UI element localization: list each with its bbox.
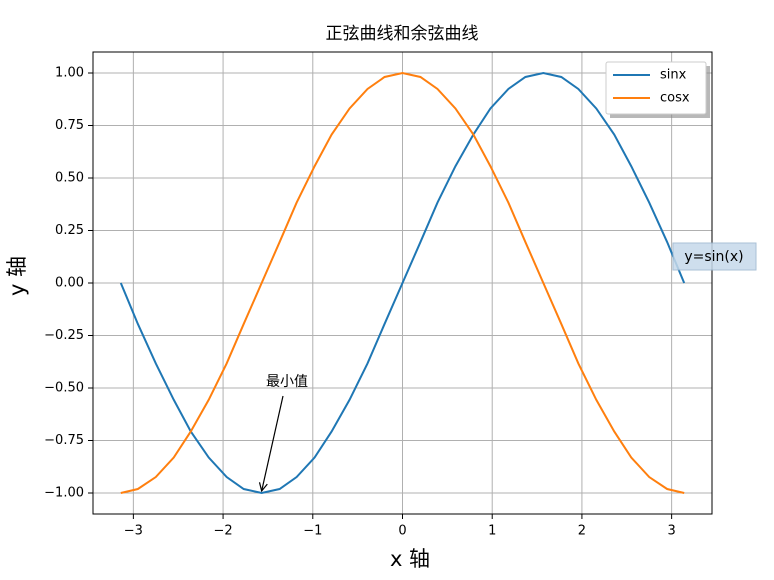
line-series (120, 71, 685, 494)
x-tick-label: 0 (398, 524, 406, 539)
y-axis-label: y 轴 (5, 256, 29, 296)
y-tick-label: 0.50 (55, 171, 84, 186)
y-tick-label: −0.50 (44, 381, 84, 396)
y-tick-label: −0.25 (44, 328, 84, 343)
legend-label: sinx (660, 68, 687, 83)
y-tick-label: 0.00 (55, 276, 84, 291)
annotation: 最小值 (266, 374, 308, 390)
annotation-box (672, 242, 757, 271)
chart-title: 正弦曲线和余弦曲线 (326, 24, 479, 44)
annotation-arrow (262, 395, 284, 491)
y-tick-label: 1.00 (55, 66, 84, 81)
x-tick-label: 1 (488, 524, 496, 539)
legend-box (605, 61, 707, 115)
y-tick-label: −1.00 (44, 486, 84, 501)
annotation: y=sin(x) (684, 249, 743, 265)
y-tick-label: 0.75 (55, 118, 84, 133)
line-series (119, 71, 686, 495)
x-tick-label: 2 (578, 524, 586, 539)
x-tick-label: −2 (213, 524, 232, 539)
x-tick-label: −1 (303, 524, 322, 539)
y-tick-label: −0.75 (44, 433, 84, 448)
x-axis-label: x 轴 (390, 547, 430, 571)
legend-label: cosx (660, 91, 690, 106)
x-tick-label: −3 (124, 524, 143, 539)
plot-frame (92, 51, 713, 515)
x-tick-label: 3 (667, 524, 675, 539)
y-tick-label: 0.25 (55, 223, 84, 238)
